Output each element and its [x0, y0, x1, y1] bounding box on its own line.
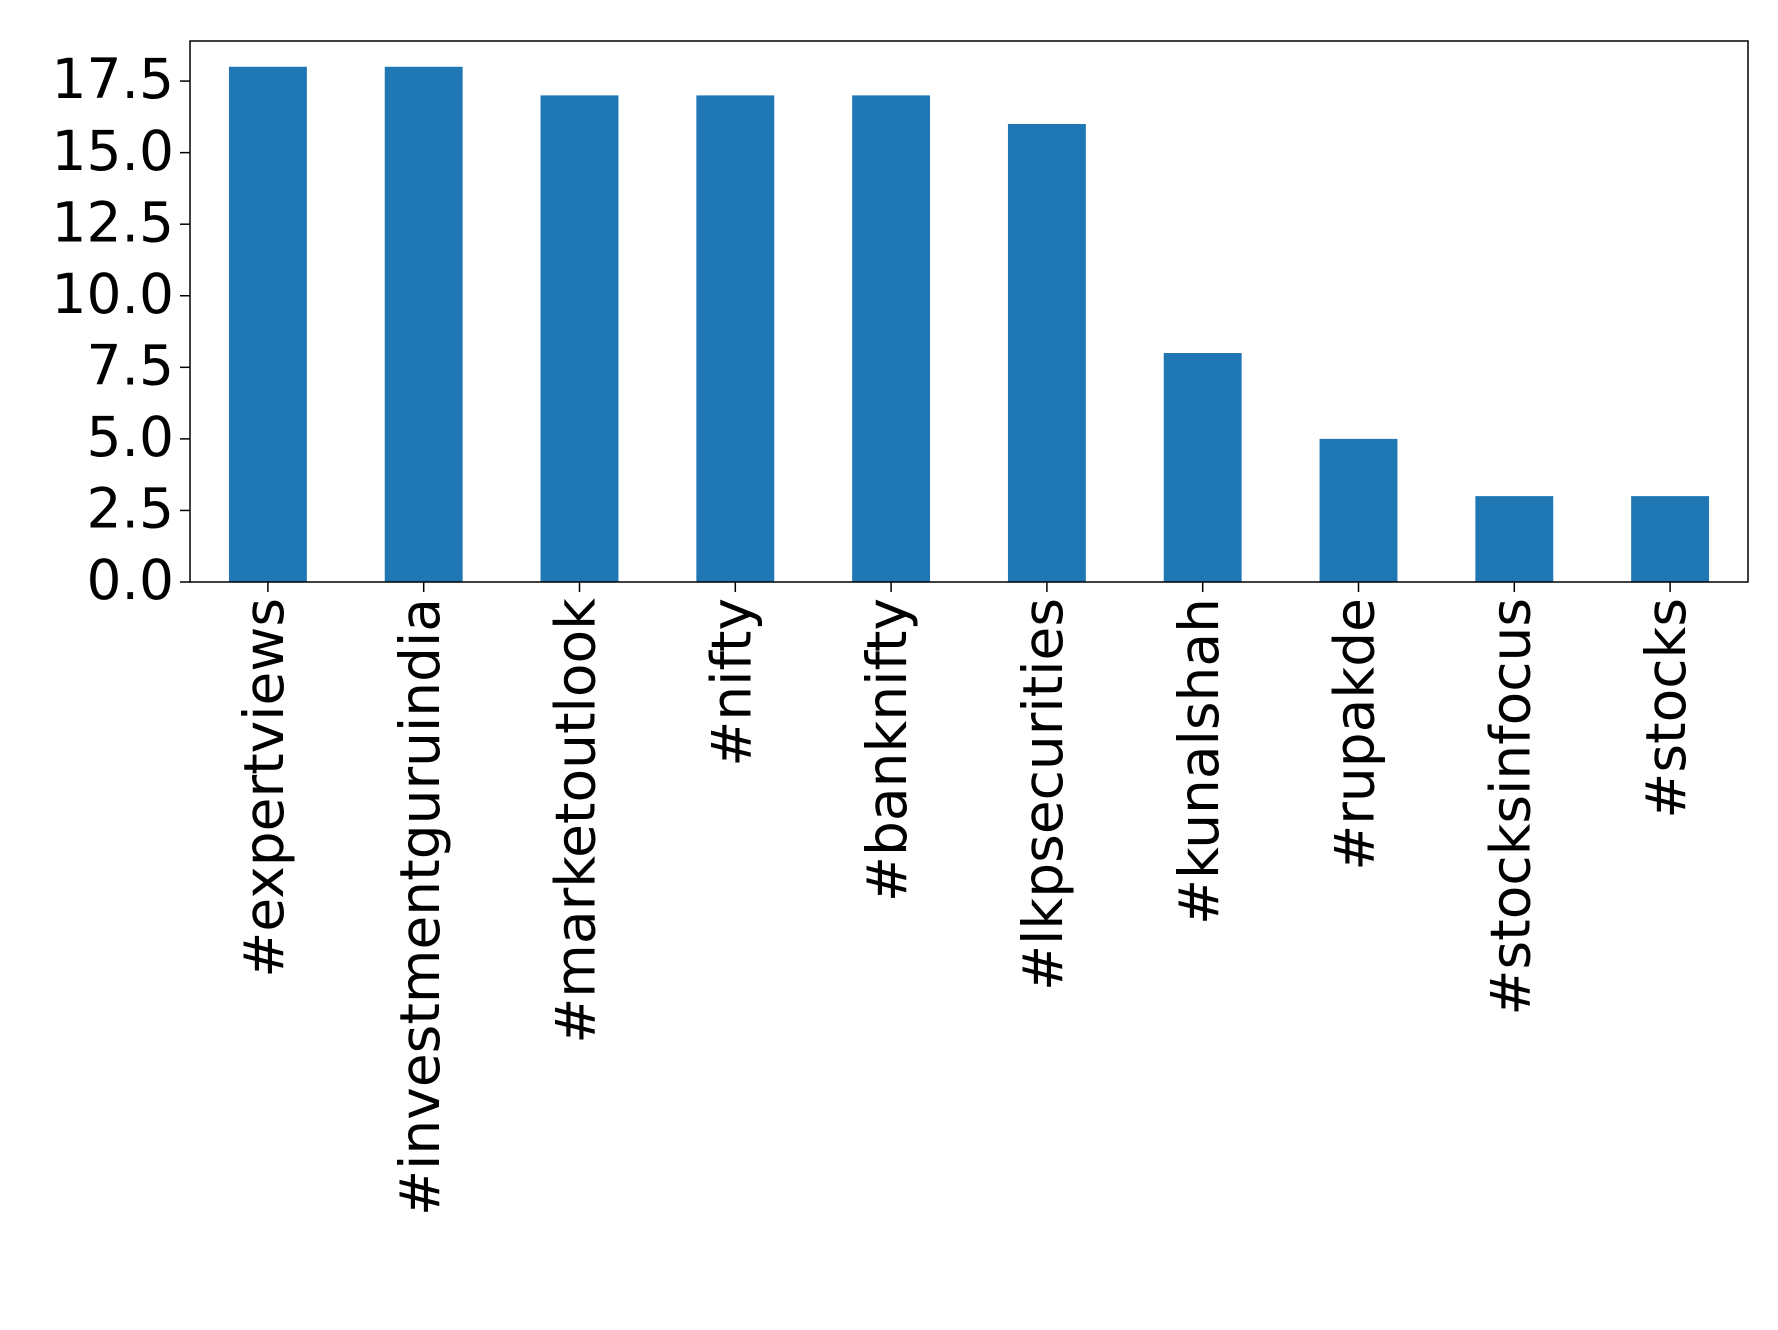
x-tick-label: #lkpsecurities [1011, 598, 1075, 991]
y-tick-label: 10.0 [52, 262, 174, 326]
y-tick-label: 2.5 [87, 477, 174, 541]
x-tick-label: #expertviews [232, 598, 296, 978]
plot-frame [189, 40, 1749, 583]
bar [1475, 496, 1554, 582]
bar [1631, 496, 1710, 582]
y-tick-label: 5.0 [87, 405, 174, 469]
x-tick-label: #rupakde [1323, 598, 1387, 871]
x-tick-label: #stocks [1634, 598, 1698, 819]
y-tick-label: 7.5 [87, 333, 174, 397]
y-tick-label: 17.5 [52, 47, 174, 111]
bar [696, 95, 775, 583]
y-tick-label: 12.5 [52, 190, 174, 254]
x-tick-label: #marketoutlook [544, 598, 608, 1044]
y-tick-label: 0.0 [87, 548, 174, 612]
x-tick-label: #kunalshah [1167, 598, 1231, 925]
x-tick-label: #investmentguruindia [388, 598, 452, 1216]
x-tick-label: #stocksinfocus [1478, 598, 1542, 1016]
bar [1319, 438, 1398, 582]
bar [228, 66, 307, 582]
bar [1007, 124, 1086, 582]
bar [540, 95, 619, 583]
bar [384, 66, 463, 582]
x-tick-label: #nifty [699, 598, 763, 767]
y-tick-label: 15.0 [52, 119, 174, 183]
bar [1163, 353, 1242, 582]
bar [852, 95, 931, 583]
x-tick-label: #banknifty [855, 598, 919, 902]
